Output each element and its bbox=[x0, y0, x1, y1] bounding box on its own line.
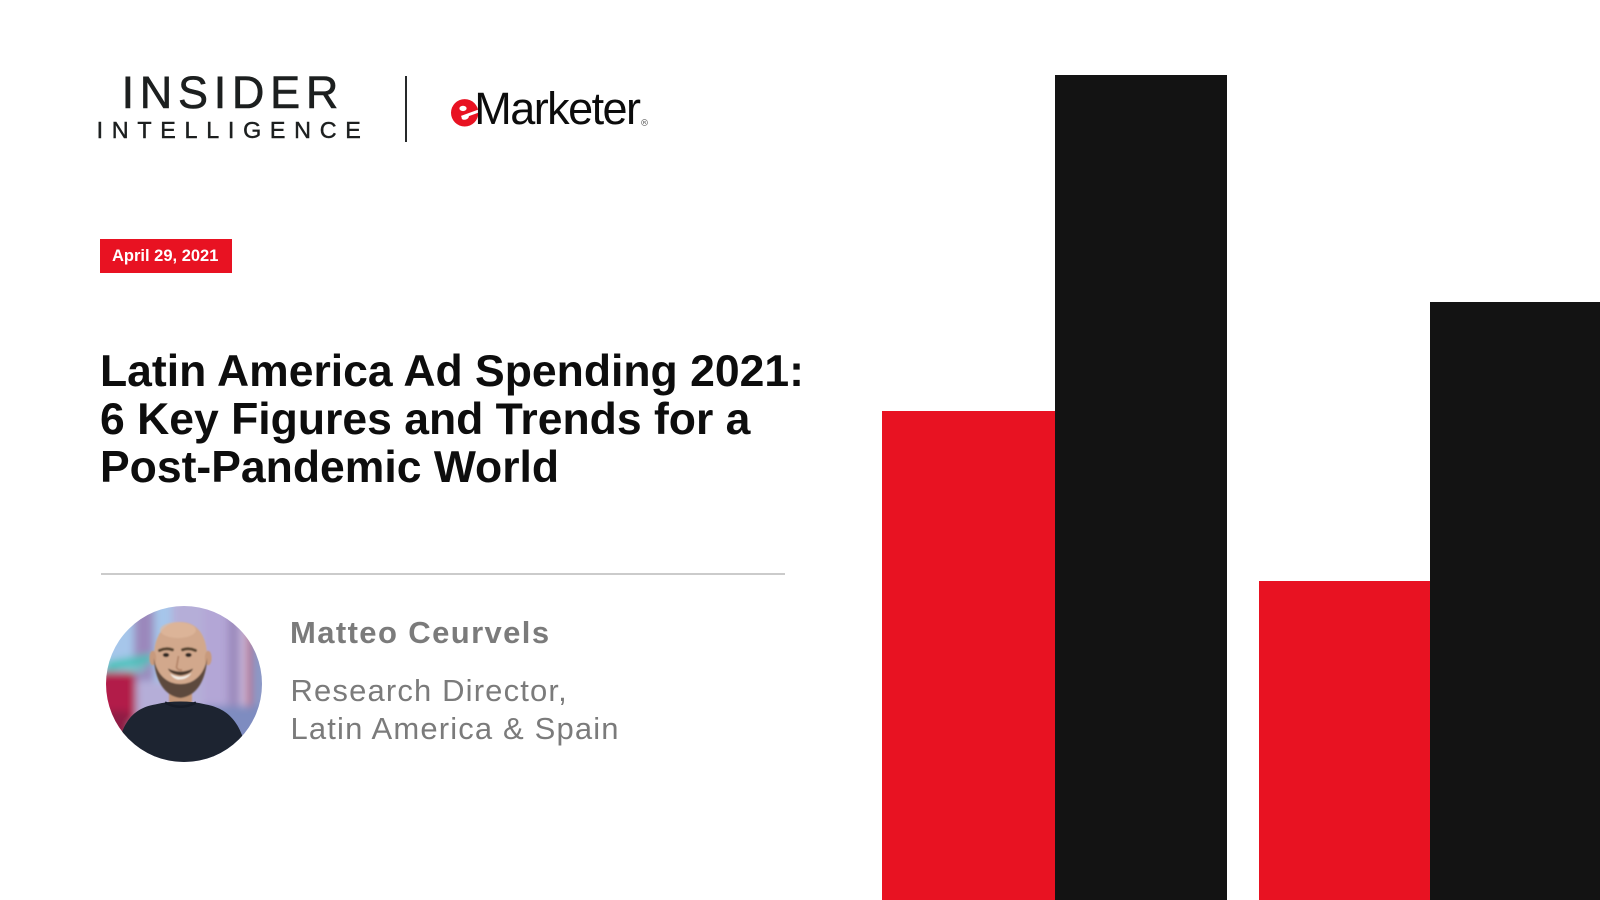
svg-text:R: R bbox=[643, 120, 647, 126]
